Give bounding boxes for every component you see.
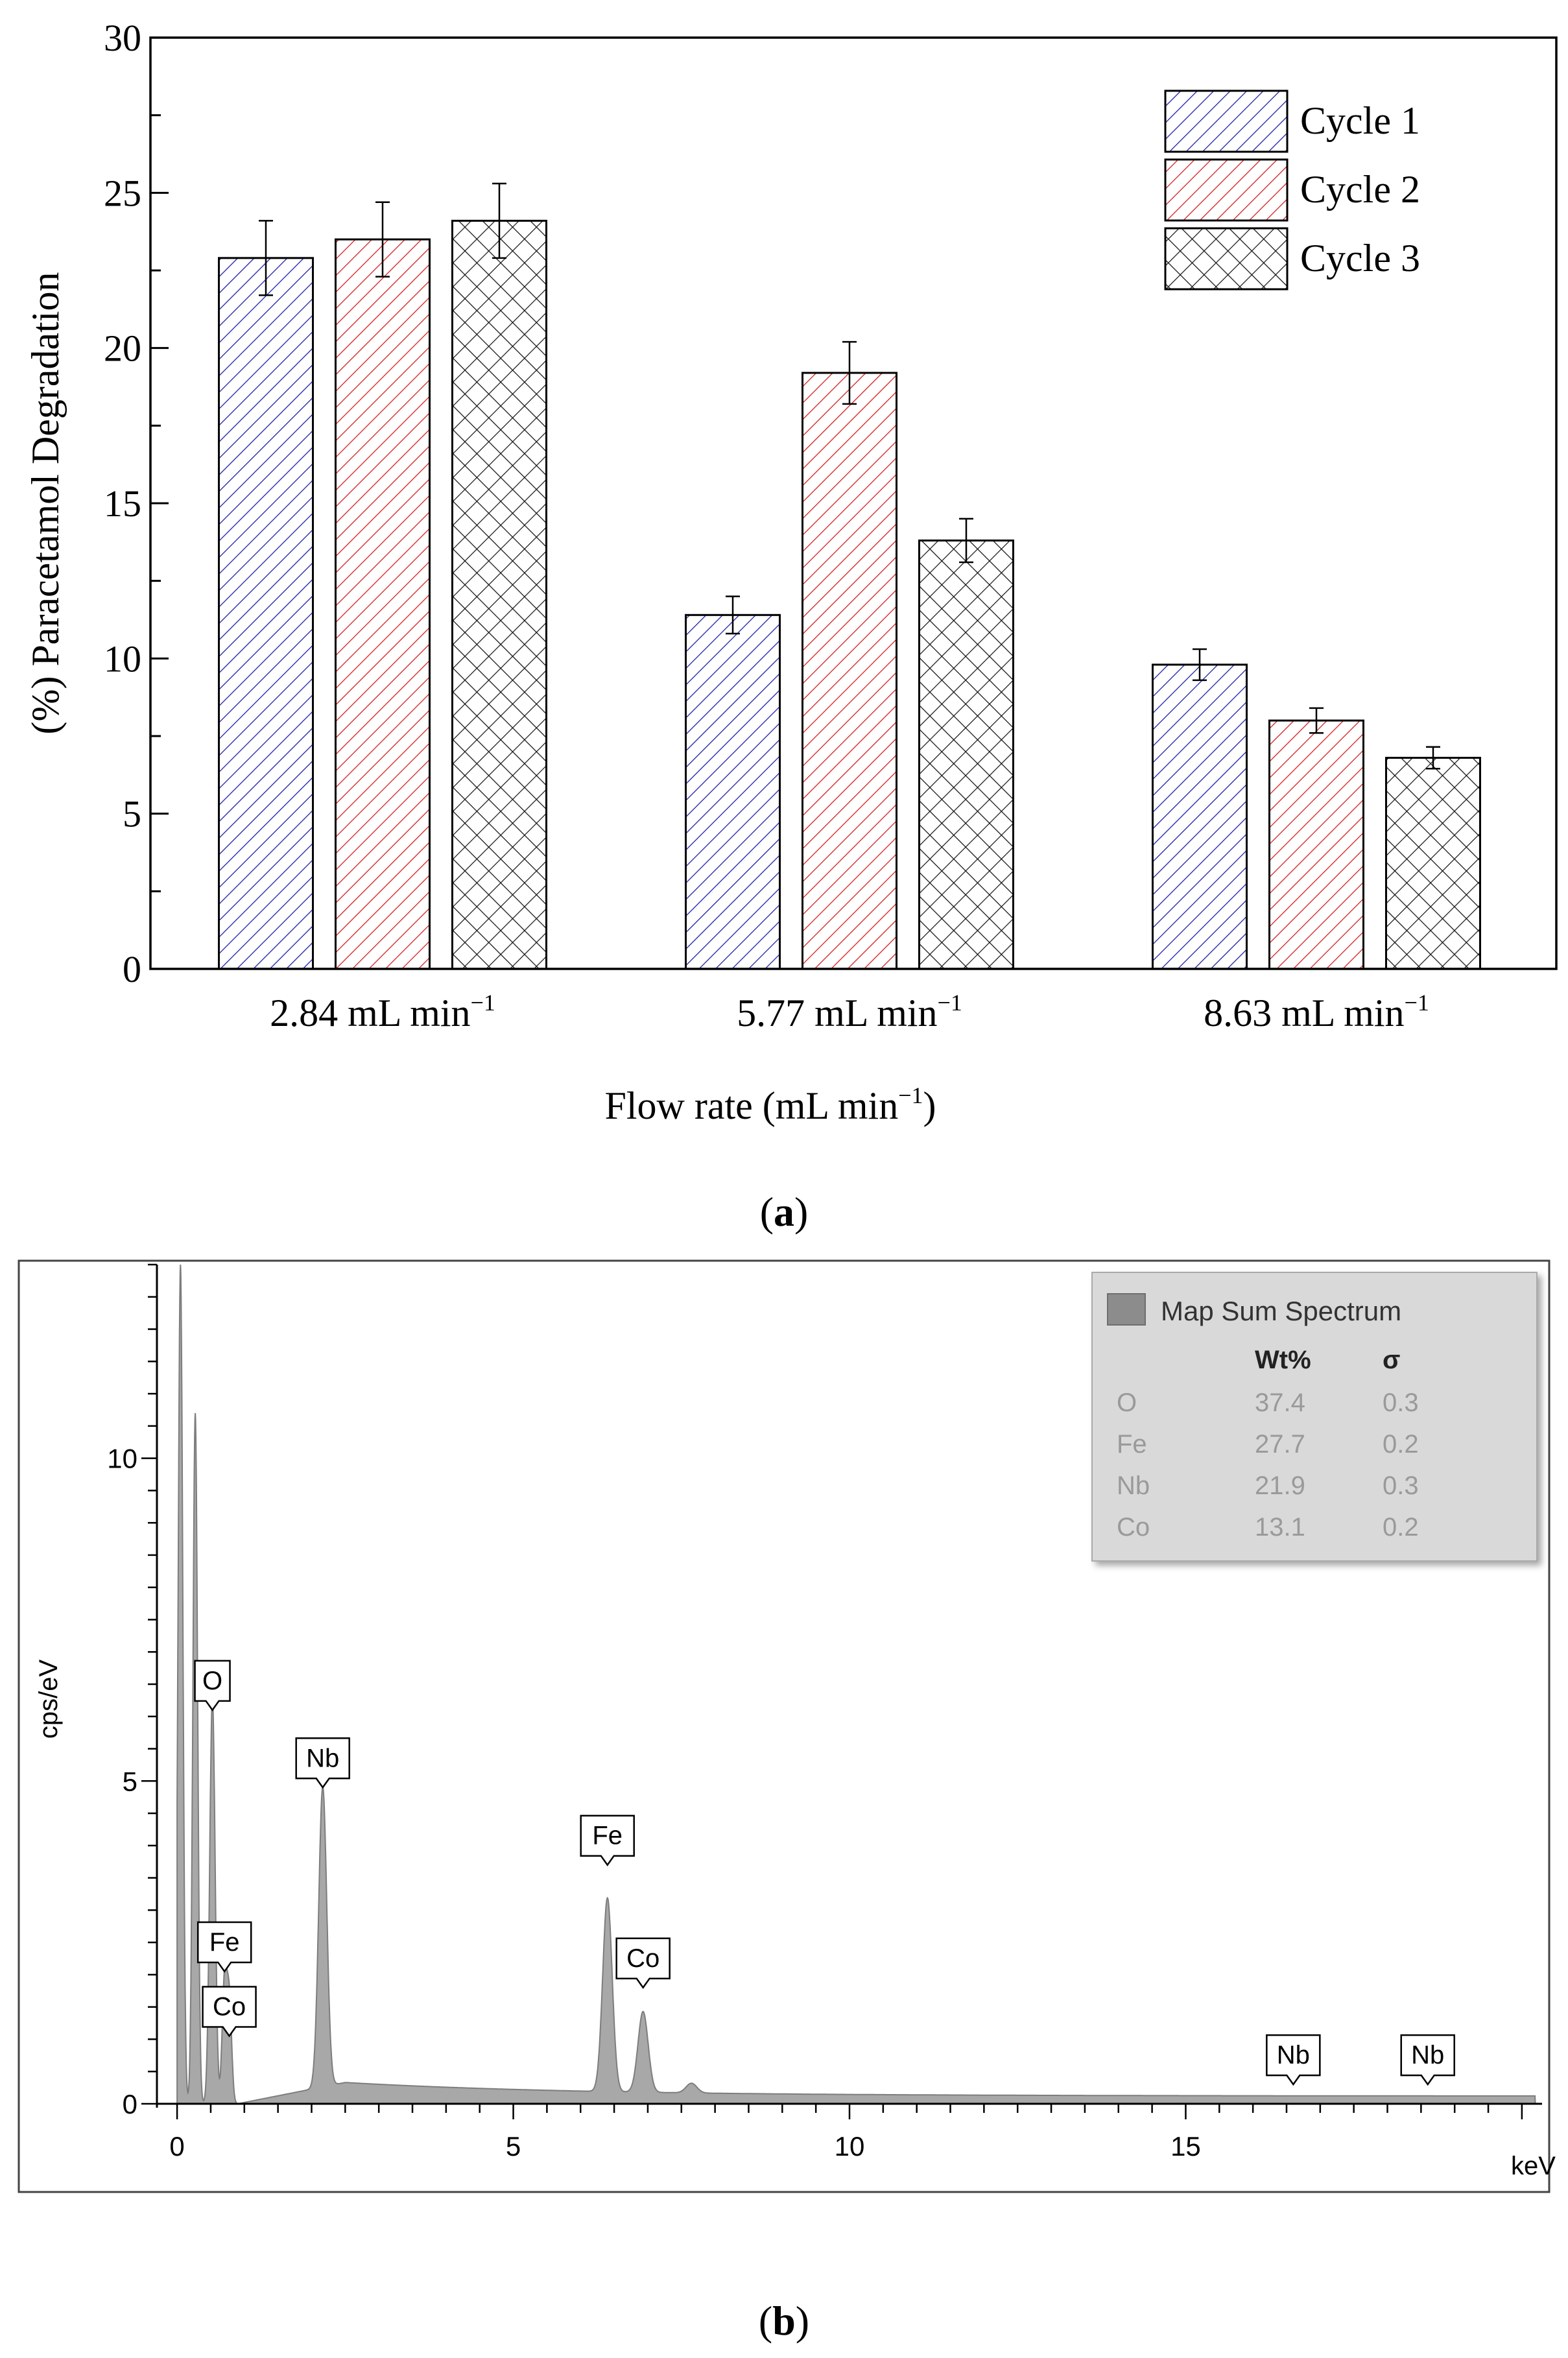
- legend: Cycle 1 Cycle 2 Cycle 3: [1164, 89, 1420, 291]
- table-value: 27.7: [1255, 1430, 1305, 1459]
- table-value: 0.2: [1383, 1430, 1419, 1459]
- spectrum-y-tick-label: 0: [123, 2089, 137, 2119]
- peak-label-co: Co: [615, 1937, 671, 1989]
- panel-b-spectrum: 0 5 10 0 5 10 15 cps/eV keV O Nb Fe Co Fe Co Nb Nb Ma…: [18, 1259, 1556, 2344]
- error-bars-group: [259, 182, 1440, 770]
- y-tick-label: 5: [123, 793, 141, 835]
- bar-cycle-1: [685, 613, 781, 970]
- element-name: Nb: [1117, 1471, 1150, 1500]
- peak-labels: O Nb Fe Co Fe Co Nb Nb: [194, 1660, 1455, 2086]
- y-tick-label: 30: [104, 17, 141, 59]
- legend-label: Cycle 2: [1300, 168, 1420, 211]
- legend-swatch: [1164, 158, 1289, 222]
- peak-label-o: O: [194, 1660, 231, 1711]
- spectrum-legend-title: Map Sum Spectrum: [1161, 1296, 1401, 1326]
- spectrum-x-tick-label: 10: [835, 2131, 865, 2162]
- table-value: 13.1: [1255, 1513, 1305, 1542]
- peak-label-text: Fe: [209, 1928, 240, 1957]
- spectrum-legend-swatch: [1107, 1293, 1146, 1326]
- composition-table: Wt% σ O 37.4 0.3 Fe 27.7 0.2 Nb 21.9 0.3 Co 13.1 0.2: [1117, 1346, 1419, 1542]
- bar-cycle-2: [802, 372, 897, 970]
- peak-label-text: Fe: [592, 1822, 623, 1850]
- panel-b-caption: (b): [759, 2298, 809, 2344]
- peak-label-nb: Nb: [1266, 2034, 1321, 2086]
- legend-swatch: [1164, 89, 1289, 153]
- peak-label-nb: Nb: [1400, 2034, 1455, 2086]
- spectrum-legend-box: [1091, 1272, 1538, 1562]
- y-axis-label: (%) Paracetamol Degradation: [24, 272, 67, 735]
- table-value: 21.9: [1255, 1471, 1305, 1500]
- element-name: Fe: [1117, 1430, 1147, 1459]
- table-value: 37.4: [1255, 1388, 1305, 1417]
- panel-a-bar-chart: 0 5 10 15 20 25 30 2.84 mL min−1 5.77 mL min−1 8…: [24, 17, 1558, 1235]
- peak-label-callout: [615, 1937, 671, 1989]
- spectrum-y-tick-label: 10: [107, 1444, 137, 1474]
- bar-cycle-1: [1152, 663, 1248, 970]
- table-header: σ: [1383, 1346, 1400, 1374]
- peak-label-text: Nb: [1411, 2041, 1444, 2069]
- spectrum-x-tick-label: 5: [506, 2131, 521, 2162]
- peak-label-text: Nb: [306, 1744, 339, 1772]
- bar-cycle-3: [918, 539, 1014, 970]
- x-axis-label: Flow rate (mL min−1): [605, 1082, 936, 1127]
- peak-label-fe: Fe: [196, 1921, 252, 1973]
- table-header: Wt%: [1255, 1346, 1311, 1374]
- spectrum-area: [176, 1264, 1536, 2104]
- bar-cycle-3: [1385, 757, 1481, 970]
- peak-label-nb: Nb: [295, 1737, 350, 1789]
- y-tick-label: 15: [104, 482, 141, 525]
- bar-cycle-3: [451, 219, 547, 970]
- legend-label: Cycle 1: [1300, 99, 1420, 142]
- legend-label: Cycle 3: [1300, 237, 1420, 280]
- bars-group: [218, 219, 1481, 970]
- peak-label-fe: Fe: [580, 1815, 635, 1866]
- y-tick-label: 0: [123, 948, 141, 990]
- x-tick-label: 5.77 mL min−1: [737, 990, 962, 1034]
- x-axis-category-labels: 2.84 mL min−1 5.77 mL min−1 8.63 mL min−1: [270, 990, 1429, 1034]
- peak-label-callout: [194, 1660, 231, 1711]
- peak-label-callout: [580, 1815, 635, 1866]
- peak-label-callout: [202, 1986, 257, 2038]
- spectrum-x-tick-label: 15: [1170, 2131, 1201, 2162]
- y-tick-label: 25: [104, 172, 141, 214]
- table-value: 0.3: [1383, 1471, 1419, 1500]
- panel-a-caption: (a): [760, 1189, 809, 1235]
- peak-label-text: O: [202, 1667, 222, 1695]
- y-axis-ticks: 0 5 10 15 20 25 30: [104, 17, 169, 990]
- bar-cycle-1: [218, 257, 314, 970]
- spectrum-legend: Map Sum Spectrum Wt% σ O 37.4 0.3 Fe 27.7 0.2 Nb…: [1091, 1272, 1538, 1562]
- spectrum-x-axis-label: keV: [1511, 2152, 1556, 2180]
- peak-label-text: Nb: [1277, 2041, 1310, 2069]
- table-value: 0.3: [1383, 1388, 1419, 1417]
- legend-swatch: [1164, 227, 1289, 291]
- peak-label-callout: [1266, 2034, 1321, 2086]
- peak-label-callout: [295, 1737, 350, 1789]
- y-tick-label: 20: [104, 328, 141, 370]
- peak-label-co: Co: [202, 1986, 257, 2038]
- peak-label-callout: [1400, 2034, 1455, 2086]
- peak-label-text: Co: [213, 1992, 246, 2021]
- table-value: 0.2: [1383, 1513, 1419, 1542]
- x-tick-label: 8.63 mL min−1: [1204, 990, 1429, 1034]
- x-tick-label: 2.84 mL min−1: [270, 990, 495, 1034]
- bar-cycle-2: [1268, 719, 1364, 970]
- bar-cycle-2: [335, 238, 431, 970]
- element-name: O: [1117, 1388, 1137, 1417]
- element-name: Co: [1117, 1513, 1150, 1542]
- peak-label-callout: [196, 1921, 252, 1973]
- peak-label-text: Co: [626, 1944, 659, 1973]
- spectrum-x-tick-label: 0: [169, 2131, 184, 2162]
- spectrum-y-tick-label: 5: [123, 1766, 137, 1796]
- spectrum-y-axis-label: cps/eV: [34, 1660, 63, 1739]
- spectrum-axes: 0 5 10 0 5 10 15: [107, 1263, 1542, 2162]
- y-tick-label: 10: [104, 637, 141, 680]
